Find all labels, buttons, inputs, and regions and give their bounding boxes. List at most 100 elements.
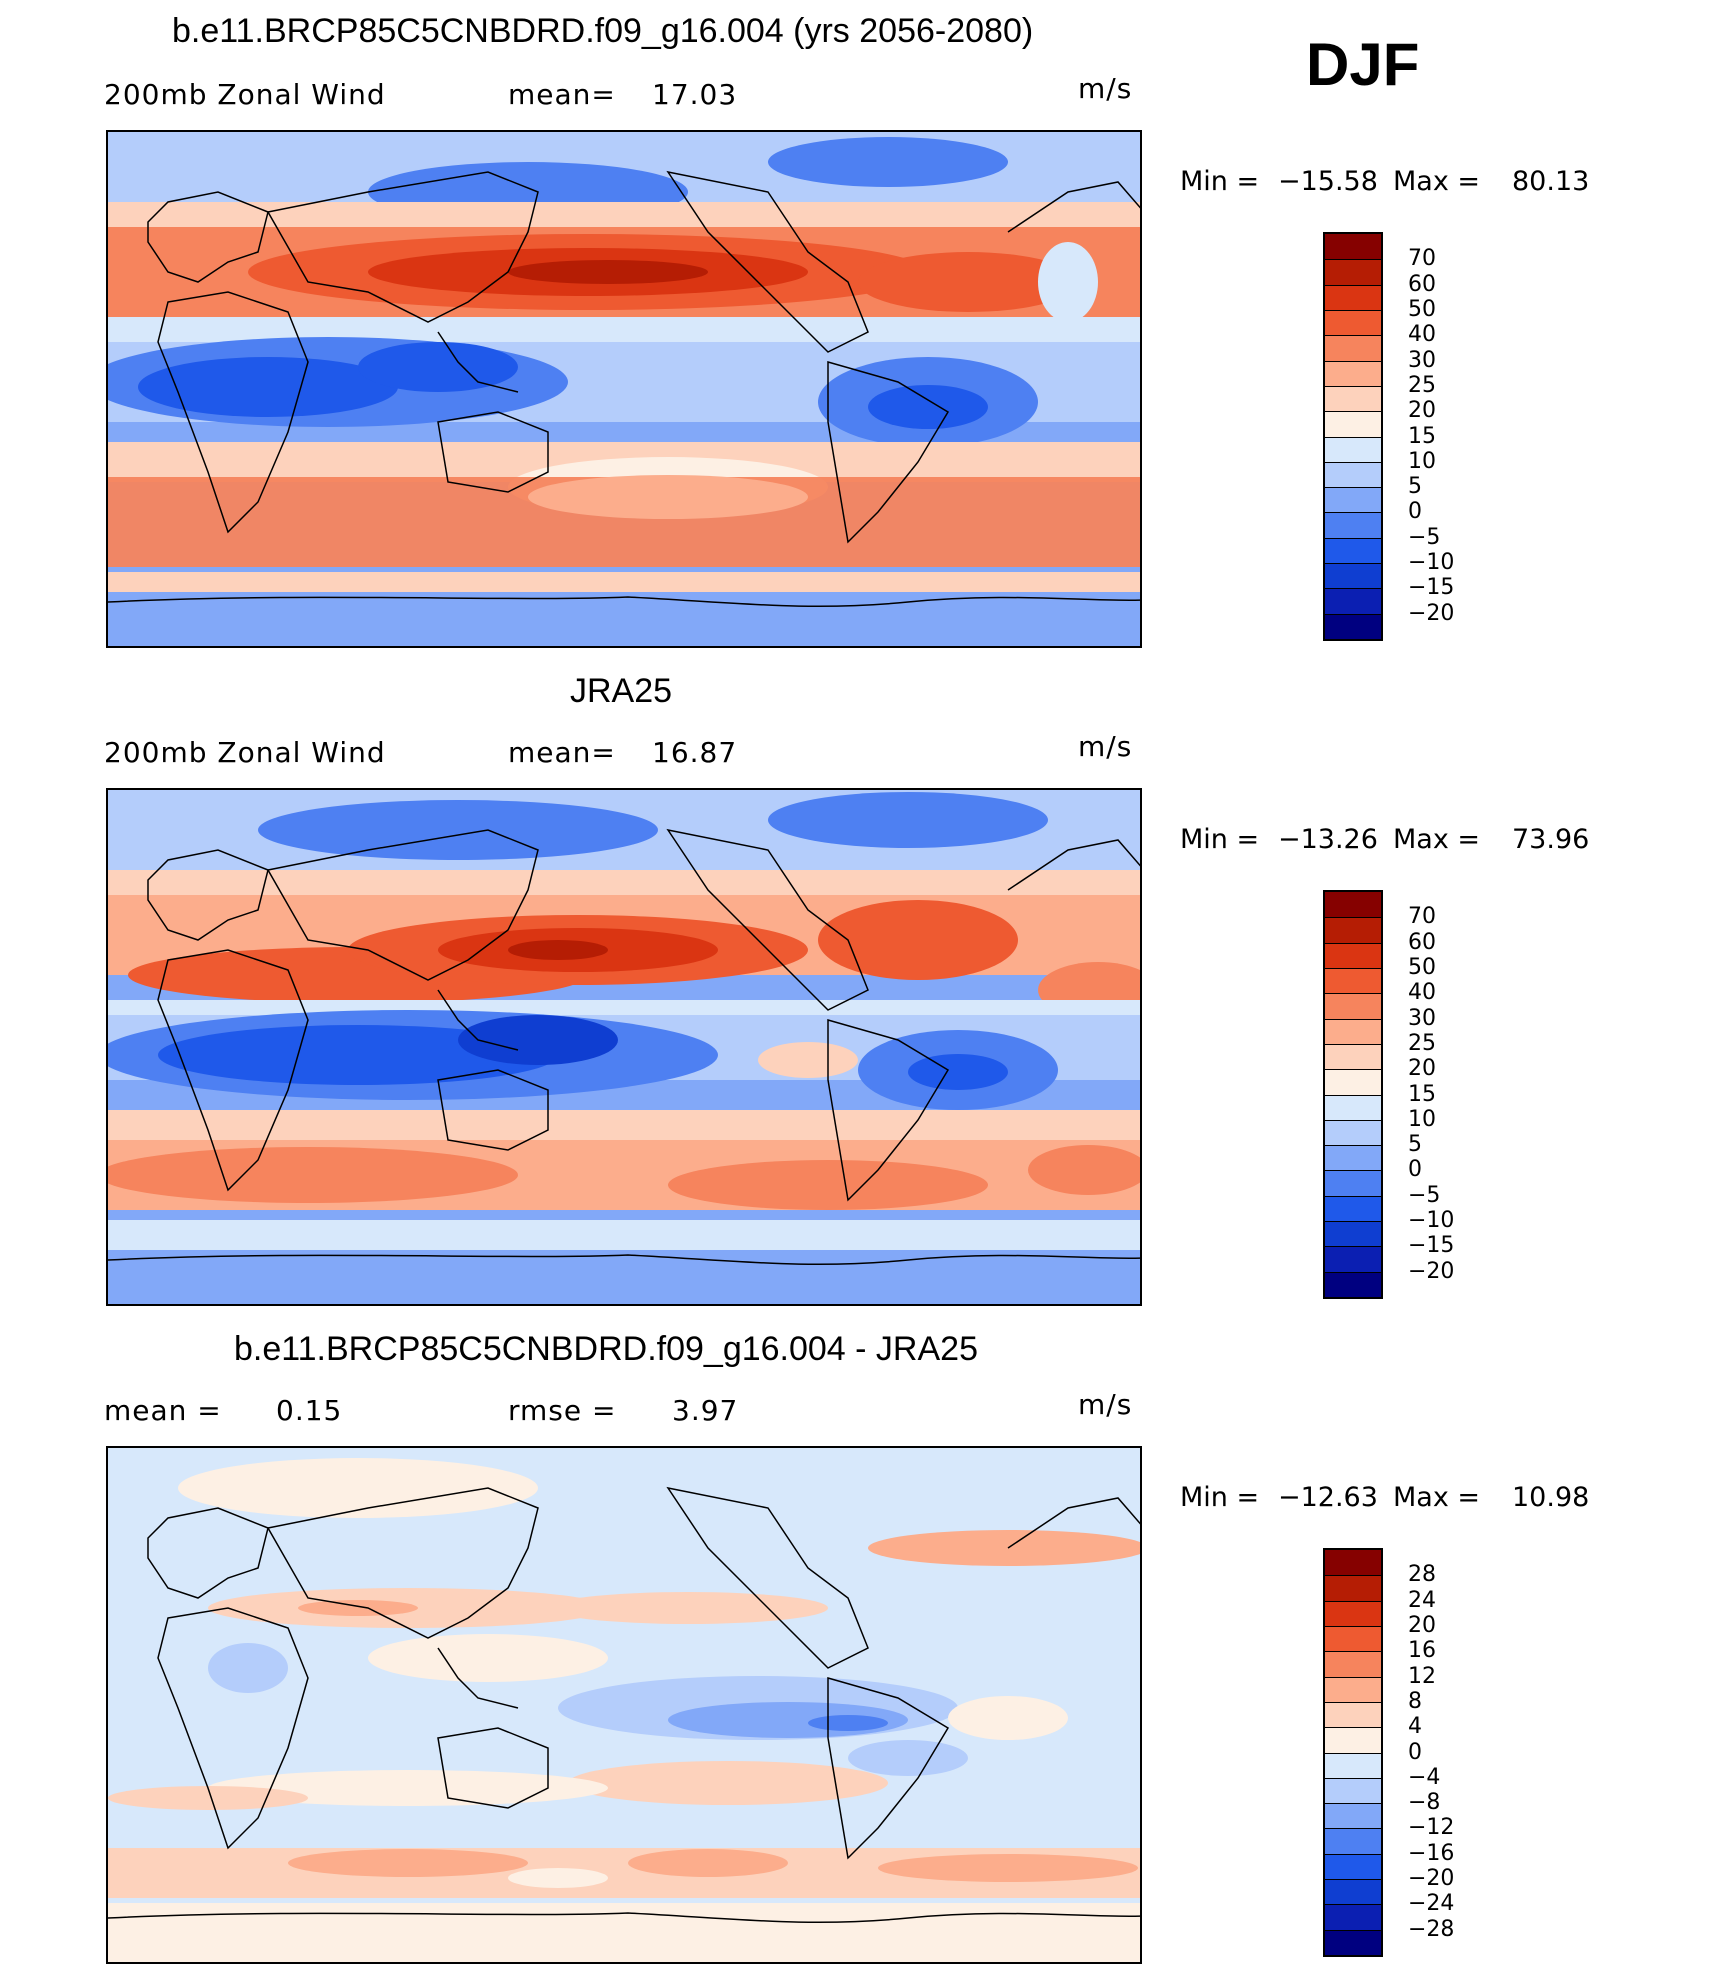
colorbar-swatch: [1325, 1145, 1381, 1171]
panel-1-units: m/s: [1078, 72, 1133, 105]
colorbar-tick-label: 30: [1408, 347, 1436, 373]
colorbar-swatch: [1325, 234, 1381, 260]
colorbar-swatch: [1325, 1069, 1381, 1095]
colorbar-swatch: [1325, 563, 1381, 589]
colorbar-tick-label: −5: [1408, 1182, 1441, 1208]
panel-3-mean-value: 0.15: [276, 1394, 343, 1427]
panel-3-contour-field: [108, 1448, 1140, 1962]
colorbar-swatch: [1325, 993, 1381, 1019]
colorbar-tick-label: 0: [1408, 499, 1422, 525]
panel-2-colorbar: [1323, 890, 1383, 1299]
panel-1-min-label: Min =: [1180, 166, 1260, 197]
colorbar-tick-label: 8: [1408, 1688, 1422, 1714]
panel-2-min-value: −13.26: [1278, 824, 1378, 855]
colorbar-tick-label: −15: [1408, 575, 1455, 601]
colorbar-swatch: [1325, 537, 1381, 564]
panel-2-mean-label: mean=: [508, 736, 616, 769]
panel-2-contour-field: [108, 790, 1140, 1304]
colorbar-swatch: [1325, 284, 1381, 310]
panel-1-variable-label: 200mb Zonal Wind: [104, 78, 386, 111]
colorbar-tick-label: 20: [1408, 1056, 1436, 1082]
colorbar-swatch: [1325, 1246, 1381, 1272]
colorbar-tick-label: 20: [1408, 1612, 1436, 1638]
colorbar-tick-label: 15: [1408, 1081, 1436, 1107]
colorbar-tick-label: 28: [1408, 1562, 1436, 1588]
colorbar-tick-label: −20: [1408, 1866, 1455, 1892]
colorbar-swatch: [1325, 1221, 1381, 1247]
colorbar-tick-label: 70: [1408, 246, 1436, 272]
colorbar-swatch: [1325, 309, 1381, 336]
colorbar-swatch: [1325, 588, 1381, 614]
colorbar-tick-label: 40: [1408, 980, 1436, 1006]
colorbar-swatch: [1325, 259, 1381, 285]
colorbar-swatch: [1325, 1904, 1381, 1930]
panel-2-map: [106, 788, 1142, 1306]
colorbar-swatch: [1325, 942, 1381, 968]
panel-1-max-value: 80.13: [1512, 166, 1590, 197]
panel-3-map: [106, 1446, 1142, 1964]
panel-2-mean-value: 16.87: [652, 736, 738, 769]
panel-3-min-value: −12.63: [1278, 1482, 1378, 1513]
colorbar-tick-label: 24: [1408, 1587, 1436, 1613]
colorbar-swatch: [1325, 1676, 1381, 1702]
colorbar-tick-label: 25: [1408, 372, 1436, 398]
colorbar-swatch: [1325, 1651, 1381, 1677]
colorbar-swatch: [1325, 1600, 1381, 1626]
colorbar-tick-label: −28: [1408, 1916, 1455, 1942]
colorbar-swatch: [1325, 1879, 1381, 1905]
panel-2-variable-label: 200mb Zonal Wind: [104, 736, 386, 769]
colorbar-tick-label: 5: [1408, 1132, 1422, 1158]
panel-1-max-label: Max =: [1393, 166, 1481, 197]
colorbar-swatch: [1325, 892, 1381, 918]
colorbar-swatch: [1325, 1094, 1381, 1120]
colorbar-swatch: [1325, 1550, 1381, 1576]
colorbar-swatch: [1325, 1018, 1381, 1044]
panel-1-mean-value: 17.03: [652, 78, 738, 111]
panel-1-min-value: −15.58: [1278, 166, 1378, 197]
colorbar-tick-label: −24: [1408, 1891, 1455, 1917]
colorbar-swatch: [1325, 1043, 1381, 1070]
panel-3-max-label: Max =: [1393, 1482, 1481, 1513]
colorbar-tick-label: 15: [1408, 423, 1436, 449]
colorbar-tick-label: 10: [1408, 448, 1436, 474]
colorbar-tick-label: 70: [1408, 904, 1436, 930]
colorbar-tick-label: −15: [1408, 1233, 1455, 1259]
colorbar-tick-label: 60: [1408, 271, 1436, 297]
season-label: DJF: [1306, 31, 1420, 98]
panel-2-units: m/s: [1078, 730, 1133, 763]
panel-2-min-label: Min =: [1180, 824, 1260, 855]
colorbar-swatch: [1325, 436, 1381, 462]
colorbar-swatch: [1325, 1170, 1381, 1196]
colorbar-tick-label: 50: [1408, 954, 1436, 980]
panel-3-mean-label: mean =: [104, 1394, 222, 1427]
colorbar-tick-label: −10: [1408, 1208, 1455, 1234]
colorbar-tick-label: −4: [1408, 1764, 1441, 1790]
colorbar-swatch: [1325, 967, 1381, 994]
colorbar-swatch: [1325, 335, 1381, 361]
colorbar-swatch: [1325, 1701, 1381, 1728]
colorbar-swatch: [1325, 613, 1381, 639]
panel-2-max-label: Max =: [1393, 824, 1481, 855]
colorbar-swatch: [1325, 512, 1381, 538]
colorbar-tick-label: 60: [1408, 929, 1436, 955]
colorbar-swatch: [1325, 1828, 1381, 1854]
colorbar-swatch: [1325, 1625, 1381, 1652]
panel-3-min-label: Min =: [1180, 1482, 1260, 1513]
colorbar-swatch: [1325, 411, 1381, 437]
panel-3-rmse-value: 3.97: [672, 1394, 739, 1427]
panel-3-rmse-label: rmse =: [508, 1394, 617, 1427]
colorbar-swatch: [1325, 385, 1381, 412]
colorbar-swatch: [1325, 1119, 1381, 1146]
colorbar-tick-label: −12: [1408, 1815, 1455, 1841]
colorbar-tick-label: 0: [1408, 1157, 1422, 1183]
colorbar-swatch: [1325, 1803, 1381, 1829]
colorbar-tick-label: 50: [1408, 296, 1436, 322]
colorbar-swatch: [1325, 487, 1381, 513]
panel-1-contour-field: [108, 132, 1140, 646]
panel-1-mean-label: mean=: [508, 78, 616, 111]
colorbar-tick-label: 10: [1408, 1106, 1436, 1132]
colorbar-swatch: [1325, 1575, 1381, 1601]
colorbar-swatch: [1325, 360, 1381, 386]
colorbar-swatch: [1325, 1853, 1381, 1880]
colorbar-tick-label: −16: [1408, 1840, 1455, 1866]
